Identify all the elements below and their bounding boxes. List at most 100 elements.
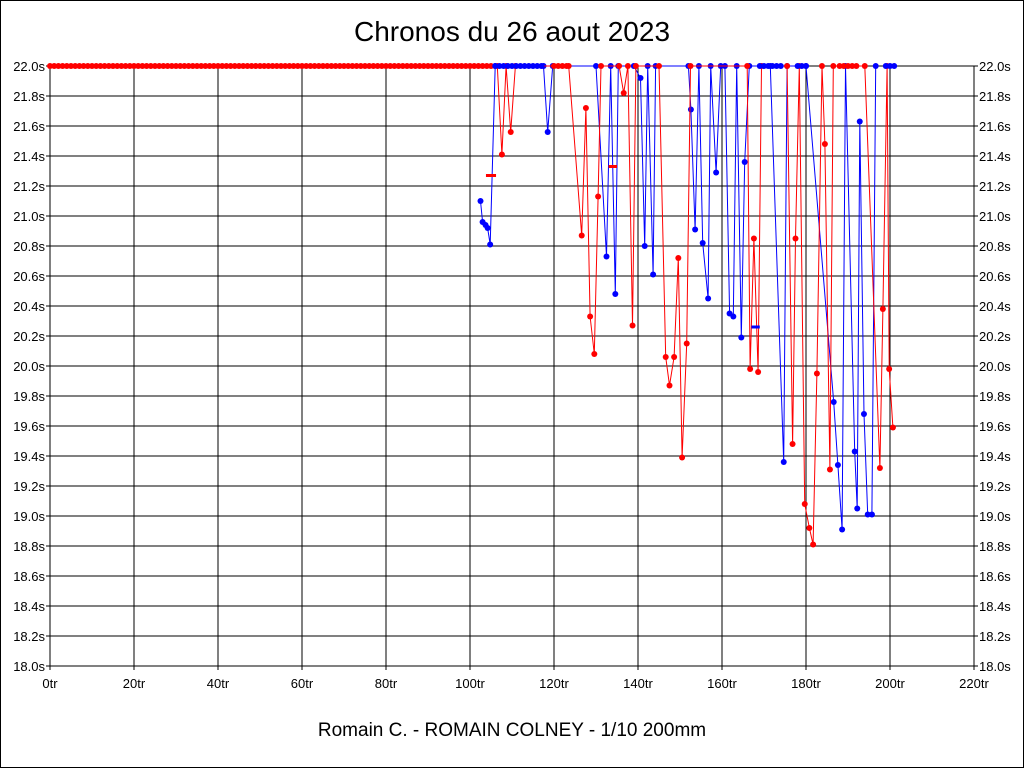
data-point — [853, 63, 860, 69]
y-tick-label-right: 18.2s — [979, 629, 1011, 644]
data-point — [477, 198, 484, 204]
data-point — [416, 63, 423, 69]
data-point — [59, 63, 66, 69]
data-point — [504, 63, 511, 69]
data-point — [114, 63, 121, 69]
data-point — [425, 63, 431, 69]
data-point — [135, 63, 142, 69]
data-point — [63, 63, 70, 69]
data-point — [813, 370, 820, 377]
data-point — [687, 106, 694, 113]
data-point — [177, 63, 184, 69]
data-point — [215, 63, 221, 69]
data-point — [666, 382, 673, 389]
data-point — [650, 271, 657, 278]
x-tick-label: 80tr — [375, 676, 398, 691]
data-point — [887, 63, 893, 69]
data-point — [210, 63, 217, 69]
y-tick-label-right: 19.6s — [979, 419, 1011, 434]
data-point — [598, 63, 605, 69]
data-point — [152, 63, 158, 69]
data-point — [555, 63, 562, 69]
data-point — [420, 63, 427, 69]
data-point — [387, 63, 394, 69]
data-point — [849, 63, 856, 69]
data-point — [687, 63, 694, 69]
data-point — [122, 63, 129, 69]
y-tick-label-right: 20.4s — [979, 299, 1011, 314]
x-tick-label: 20tr — [123, 676, 146, 691]
data-point — [530, 63, 536, 69]
data-point — [860, 411, 867, 417]
y-tick-label-right: 22.0s — [979, 59, 1011, 74]
data-point — [538, 63, 545, 69]
data-point — [458, 63, 465, 69]
data-point — [830, 399, 837, 405]
x-tick-label: 140tr — [623, 676, 653, 691]
data-point — [261, 63, 268, 69]
data-point — [641, 243, 648, 249]
data-point — [595, 193, 602, 200]
y-tick-label-right: 20.6s — [979, 269, 1011, 284]
data-point — [349, 63, 356, 69]
data-point — [836, 63, 843, 69]
y-tick-label-left: 18.2s — [13, 629, 45, 644]
data-point — [507, 129, 514, 135]
y-tick-label-left: 18.0s — [13, 659, 45, 674]
data-point — [236, 63, 242, 69]
x-tick-label: 100tr — [455, 676, 485, 691]
data-point — [399, 63, 406, 69]
data-point — [747, 366, 754, 372]
data-point — [257, 63, 263, 69]
x-tick-label: 200tr — [875, 676, 905, 691]
data-point — [784, 63, 791, 69]
data-point — [593, 63, 599, 69]
data-point — [55, 63, 62, 69]
data-point — [632, 63, 639, 69]
y-tick-label-left: 18.8s — [13, 539, 45, 554]
data-point — [679, 454, 686, 461]
data-point — [101, 63, 108, 69]
data-point — [551, 63, 557, 69]
data-point — [164, 63, 171, 69]
data-point — [395, 63, 402, 69]
data-point — [616, 63, 623, 69]
data-point — [429, 63, 436, 69]
y-tick-label-right: 18.4s — [979, 599, 1011, 614]
y-tick-label-left: 19.0s — [13, 509, 45, 524]
data-point — [51, 63, 58, 69]
data-point — [864, 511, 871, 518]
data-point — [818, 63, 825, 69]
data-point — [362, 63, 368, 69]
data-point — [404, 63, 410, 69]
data-point — [675, 255, 682, 261]
data-point — [118, 63, 125, 69]
data-point — [131, 63, 137, 69]
data-point — [282, 63, 289, 69]
y-tick-label-left: 19.6s — [13, 419, 45, 434]
y-tick-label-left: 18.4s — [13, 599, 45, 614]
data-point — [286, 63, 293, 69]
y-tick-label-left: 18.6s — [13, 569, 45, 584]
data-point — [433, 63, 440, 69]
series-line-2 — [496, 65, 894, 545]
data-point — [582, 105, 589, 111]
x-tick-label: 220tr — [959, 676, 989, 691]
data-point — [798, 63, 805, 69]
data-point — [483, 63, 490, 69]
data-point — [509, 63, 515, 69]
data-point — [765, 63, 772, 69]
data-point — [810, 541, 817, 548]
data-point — [194, 63, 200, 69]
data-point — [488, 63, 494, 69]
y-tick-label-right: 18.8s — [979, 539, 1011, 554]
data-point — [189, 63, 196, 69]
y-tick-label-left: 21.8s — [13, 89, 45, 104]
data-point — [47, 63, 53, 69]
data-point — [223, 63, 230, 69]
data-point — [307, 63, 314, 69]
y-tick-label-right: 21.0s — [979, 209, 1011, 224]
data-point — [219, 63, 226, 69]
data-point — [89, 63, 95, 69]
data-point — [202, 63, 209, 69]
